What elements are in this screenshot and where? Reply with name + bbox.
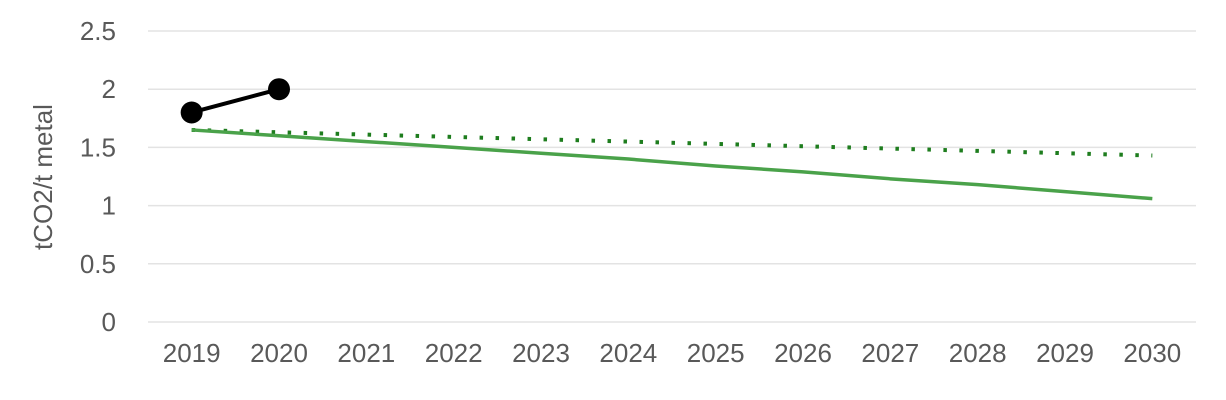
series-marker-actual-emissions-0 xyxy=(180,101,203,124)
x-tick-label-2029: 2029 xyxy=(1036,338,1094,368)
x-tick-label-2030: 2030 xyxy=(1123,338,1181,368)
y-axis-title: tCO2/t metal xyxy=(28,104,58,250)
y-tick-label-0.5: 0.5 xyxy=(80,249,116,279)
y-tick-label-0: 0 xyxy=(102,307,116,337)
x-tick-label-2027: 2027 xyxy=(861,338,919,368)
x-tick-label-2026: 2026 xyxy=(774,338,832,368)
x-tick-label-2020: 2020 xyxy=(250,338,308,368)
series-line-actual-emissions xyxy=(191,87,280,115)
y-tick-label-1: 1 xyxy=(102,191,116,221)
series-line-target-path-solid xyxy=(191,128,1153,201)
x-tick-label-2023: 2023 xyxy=(512,338,570,368)
y-tick-label-2.5: 2.5 xyxy=(80,16,116,46)
x-tick-label-2022: 2022 xyxy=(425,338,483,368)
x-tick-label-2025: 2025 xyxy=(687,338,745,368)
series-line-reference-path-dotted xyxy=(191,127,1153,158)
x-tick-label-2021: 2021 xyxy=(337,338,395,368)
y-tick-label-2: 2 xyxy=(102,74,116,104)
x-tick-label-2019: 2019 xyxy=(163,338,221,368)
y-tick-label-1.5: 1.5 xyxy=(80,132,116,162)
x-tick-label-2024: 2024 xyxy=(599,338,657,368)
series-marker-actual-emissions-1 xyxy=(268,78,290,101)
x-tick-label-2028: 2028 xyxy=(949,338,1007,368)
